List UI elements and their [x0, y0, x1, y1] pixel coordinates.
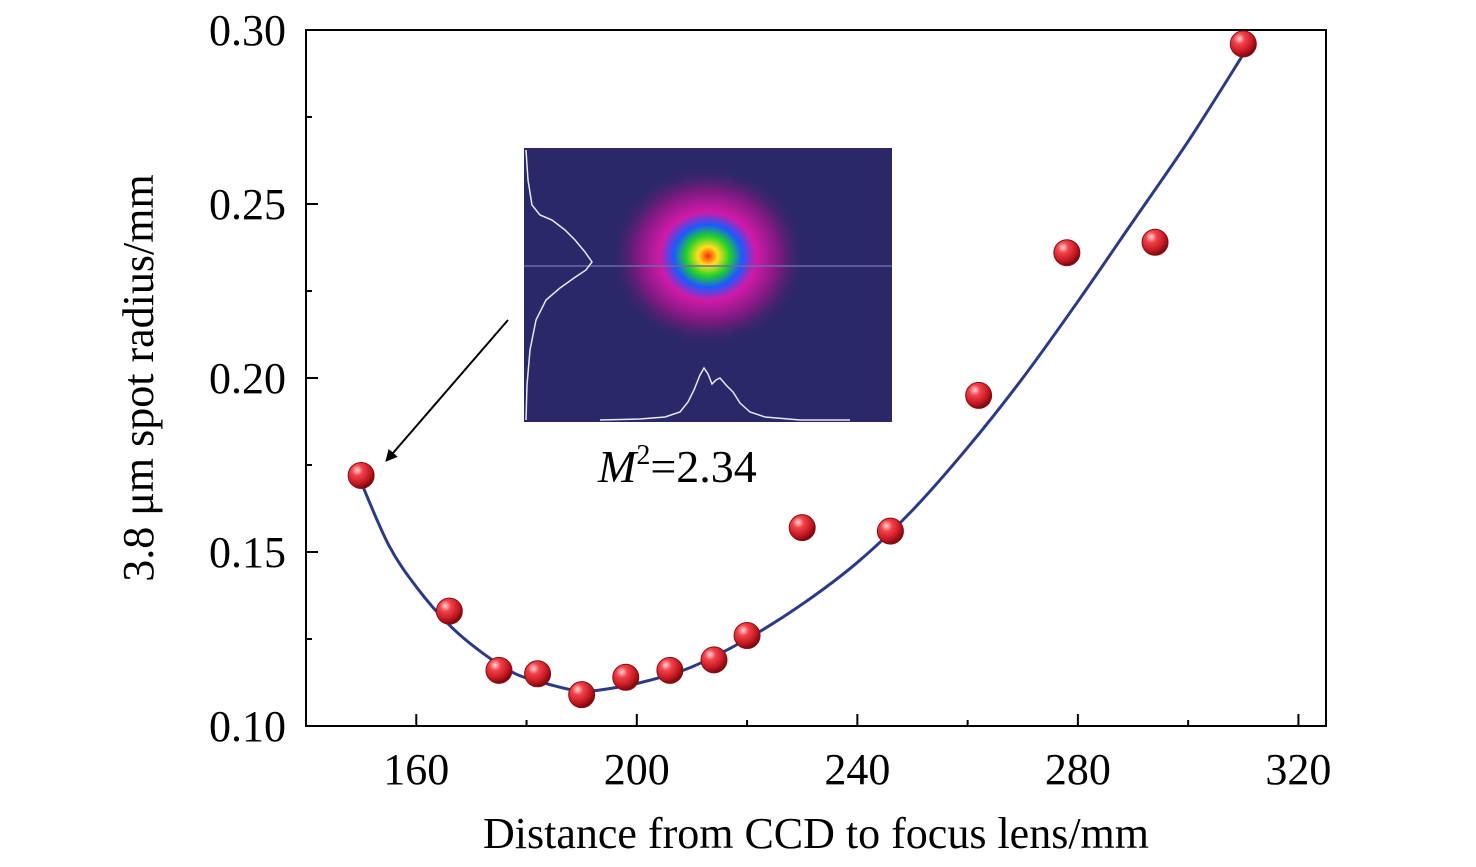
y-tick-label: 0.25	[209, 180, 286, 229]
data-point-14	[1229, 30, 1257, 58]
data-point-2	[485, 656, 513, 684]
beam-spot	[608, 164, 808, 348]
data-point-7	[700, 646, 728, 674]
x-tick-label: 160	[383, 745, 449, 794]
data-point-3	[524, 660, 552, 688]
data-point-5	[612, 663, 640, 691]
y-axis-title: 3.8 μm spot radius/mm	[114, 174, 163, 581]
data-point-0	[347, 461, 375, 489]
inset-horizontal-profile	[599, 366, 850, 421]
y-tick-label: 0.30	[209, 6, 286, 55]
y-axis: 0.10 0.15 0.20 0.25 0.30	[209, 6, 318, 751]
annotation-value: =2.34	[650, 441, 756, 492]
data-point-10	[876, 517, 904, 545]
data-point-12	[1053, 239, 1081, 267]
x-axis-title: Distance from CCD to focus lens/mm	[483, 809, 1149, 858]
data-point-13	[1141, 228, 1169, 256]
annotation-superscript: 2	[636, 440, 650, 471]
x-axis: 160 200 240 280 320	[305, 714, 1331, 794]
y-tick-label: 0.10	[209, 702, 286, 751]
data-point-6	[656, 656, 684, 684]
data-point-4	[568, 681, 596, 709]
inset-arrow	[385, 319, 509, 462]
y-tick-label: 0.20	[209, 354, 286, 403]
beam-profile-inset: M2=2.34	[524, 148, 892, 492]
inset-vertical-profile	[525, 149, 593, 421]
inset-annotation: M2=2.34	[597, 440, 757, 492]
x-tick-label: 200	[604, 745, 670, 794]
data-point-8	[733, 622, 761, 650]
annotation-base: M	[597, 441, 639, 492]
data-points-layer	[347, 30, 1257, 709]
y-tick-label: 0.15	[209, 528, 286, 577]
x-tick-label: 320	[1265, 745, 1331, 794]
fit-curve	[359, 53, 1245, 693]
data-point-9	[788, 514, 816, 542]
data-point-1	[435, 597, 463, 625]
x-tick-label: 240	[824, 745, 890, 794]
data-point-11	[965, 381, 993, 409]
fit-curve-layer	[359, 53, 1245, 693]
x-tick-label: 280	[1045, 745, 1111, 794]
